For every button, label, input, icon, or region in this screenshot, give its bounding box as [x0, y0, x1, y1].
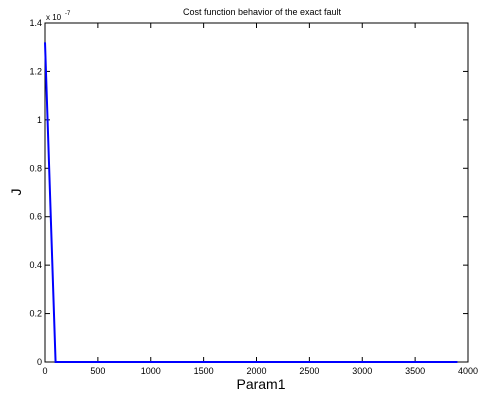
y-axis-ticks: 0 0.2 0.4 0.6 0.8 1 1.2 1.4 — [29, 18, 468, 367]
x-axis-label: Param1 — [236, 376, 285, 392]
y-tick-label: 1 — [37, 115, 42, 125]
y-tick-label: 1.4 — [29, 18, 42, 28]
plot-area — [44, 22, 469, 363]
y-axis-label: J — [8, 189, 24, 196]
y-exponent-power: -7 — [65, 11, 71, 17]
y-tick-label: 0.2 — [29, 309, 42, 319]
x-tick-label: 1000 — [141, 366, 161, 376]
y-tick-label: 0.8 — [29, 163, 42, 173]
y-exponent: x 10 -7 — [46, 11, 71, 22]
x-tick-label: 0 — [42, 366, 47, 376]
x-axis-ticks: 0 500 1000 1500 2000 2500 3000 3500 4000 — [42, 23, 478, 376]
y-exponent-base: x 10 — [46, 13, 62, 22]
x-tick-label: 3000 — [352, 366, 372, 376]
x-tick-label: 2500 — [299, 366, 319, 376]
x-tick-label: 3500 — [405, 366, 425, 376]
y-tick-label: 0 — [37, 357, 42, 367]
x-tick-label: 1500 — [194, 366, 214, 376]
series-line — [44, 42, 458, 363]
x-tick-label: 2000 — [246, 366, 266, 376]
x-tick-label: 500 — [90, 366, 105, 376]
series-layer — [44, 42, 458, 363]
y-tick-label: 0.6 — [29, 212, 42, 222]
chart-title: Cost function behavior of the exact faul… — [183, 7, 342, 17]
y-tick-label: 0.4 — [29, 260, 42, 270]
x-tick-label: 4000 — [458, 366, 478, 376]
y-tick-label: 1.2 — [29, 66, 42, 76]
